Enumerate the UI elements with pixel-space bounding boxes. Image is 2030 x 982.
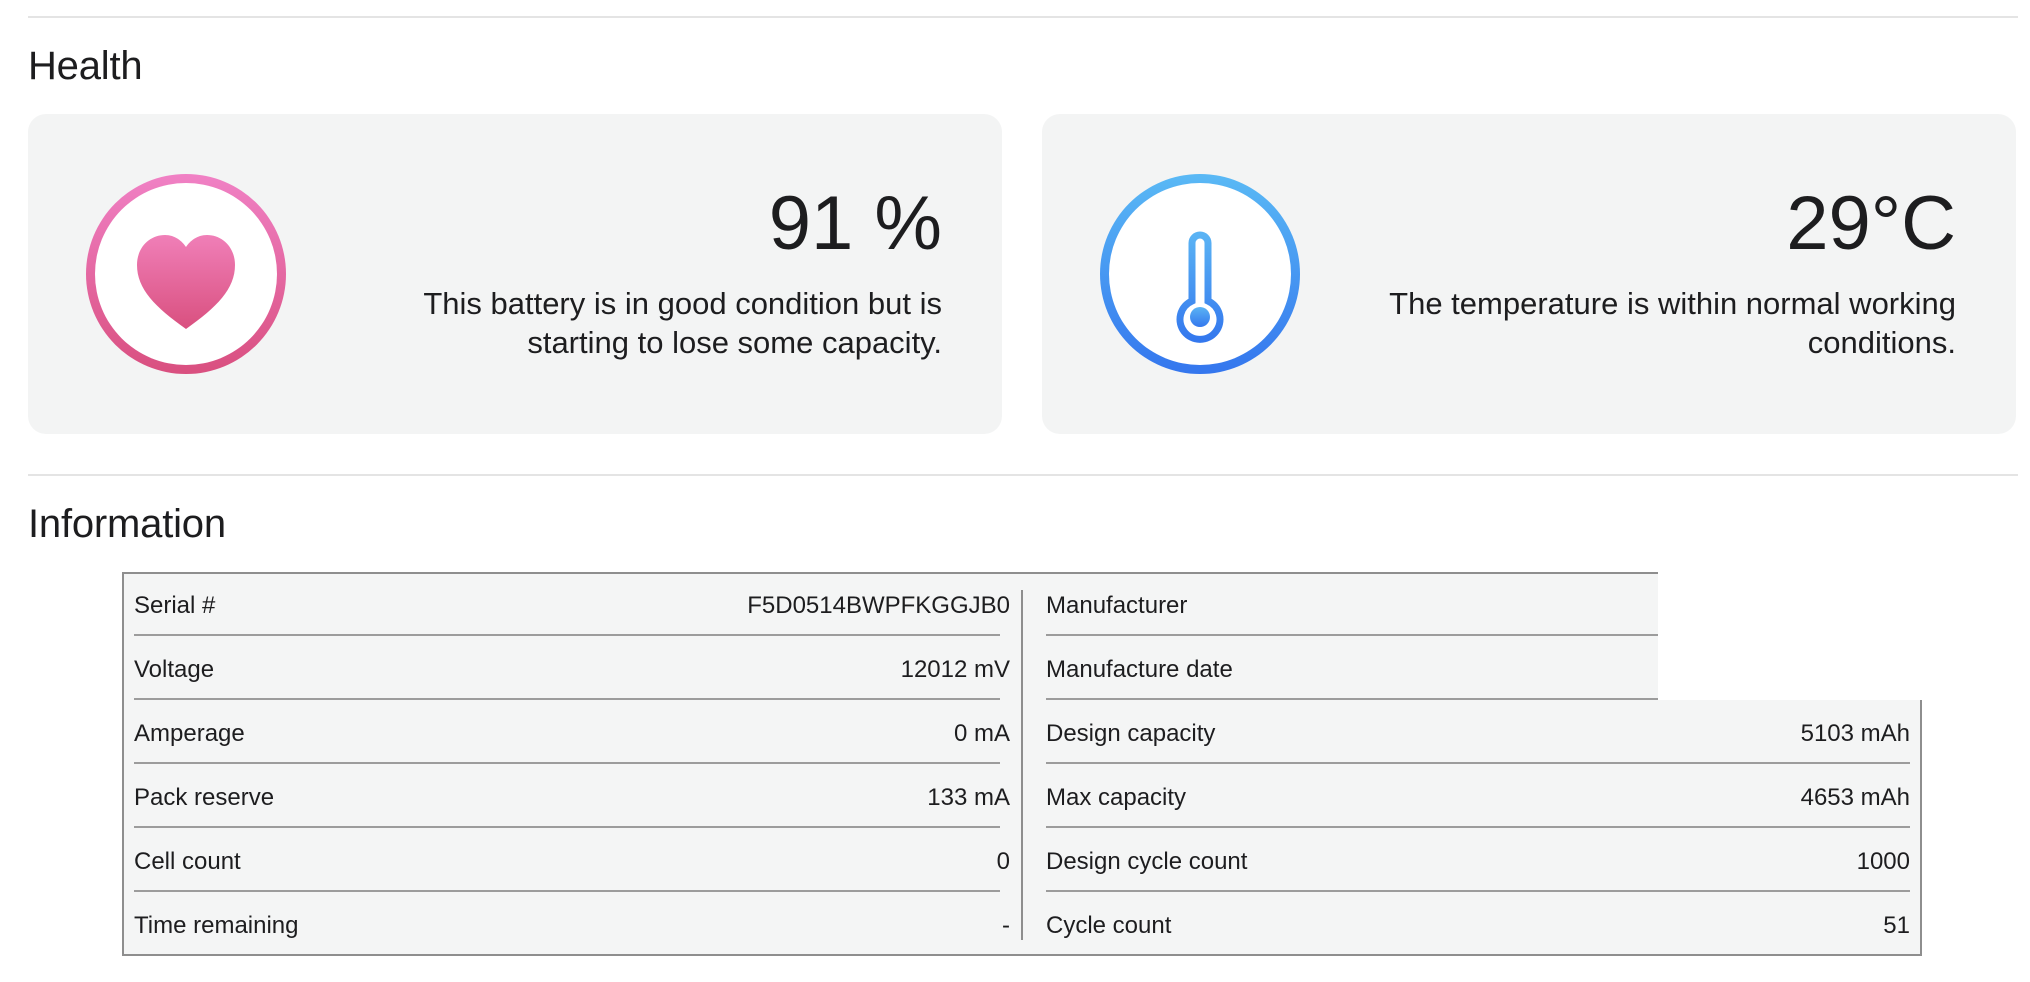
health-description: This battery is in good condition but is… [423, 286, 942, 360]
battery-info-table: Serial # F5D0514BWPFKGGJB0 Voltage 12012… [122, 572, 1922, 956]
heart-icon [137, 235, 235, 329]
max-capacity-label: Max capacity [1046, 784, 1187, 811]
amperage-value: 0 mA [953, 720, 1010, 747]
cycle-count-label: Cycle count [1046, 912, 1172, 939]
column-divider [1021, 590, 1023, 940]
top-divider [28, 16, 2018, 18]
amperage-label: Amperage [134, 720, 245, 747]
temperature-ring [1100, 174, 1300, 374]
time-remaining-value: - [1002, 912, 1010, 939]
serial-label: Serial # [134, 592, 216, 619]
cell-count-label: Cell count [134, 848, 241, 875]
serial-value: F5D0514BWPFKGGJB0 [747, 592, 1010, 619]
time-remaining-label: Time remaining [134, 912, 299, 939]
manufacture-date-label: Manufacture date [1046, 656, 1233, 683]
health-percentage: 91 % [768, 181, 942, 266]
cell-count-value: 0 [996, 848, 1010, 875]
temperature-value: 29°C [1786, 181, 1956, 266]
cycle-count-value: 51 [1883, 912, 1910, 939]
design-capacity-label: Design capacity [1046, 720, 1216, 747]
temperature-card: 29°C The temperature is within normal wo… [1042, 114, 2016, 434]
design-cycle-count-value: 1000 [1856, 848, 1910, 875]
manufacturer-label: Manufacturer [1046, 592, 1188, 619]
pack-reserve-value: 133 mA [927, 784, 1010, 811]
battery-health-card: 91 % This battery is in good condition b… [28, 114, 1002, 434]
thermometer-icon [1176, 231, 1239, 343]
health-section-title: Health [28, 44, 143, 88]
voltage-label: Voltage [134, 656, 215, 683]
design-cycle-count-label: Design cycle count [1046, 848, 1248, 875]
temperature-description: The temperature is within normal working… [1389, 286, 1956, 360]
pack-reserve-label: Pack reserve [134, 784, 275, 811]
health-ring [86, 174, 286, 374]
max-capacity-value: 4653 mAh [1800, 784, 1910, 811]
middle-divider [28, 474, 2018, 476]
information-section-title: Information [28, 502, 226, 546]
design-capacity-value: 5103 mAh [1800, 720, 1910, 747]
voltage-value: 12012 mV [900, 656, 1010, 683]
